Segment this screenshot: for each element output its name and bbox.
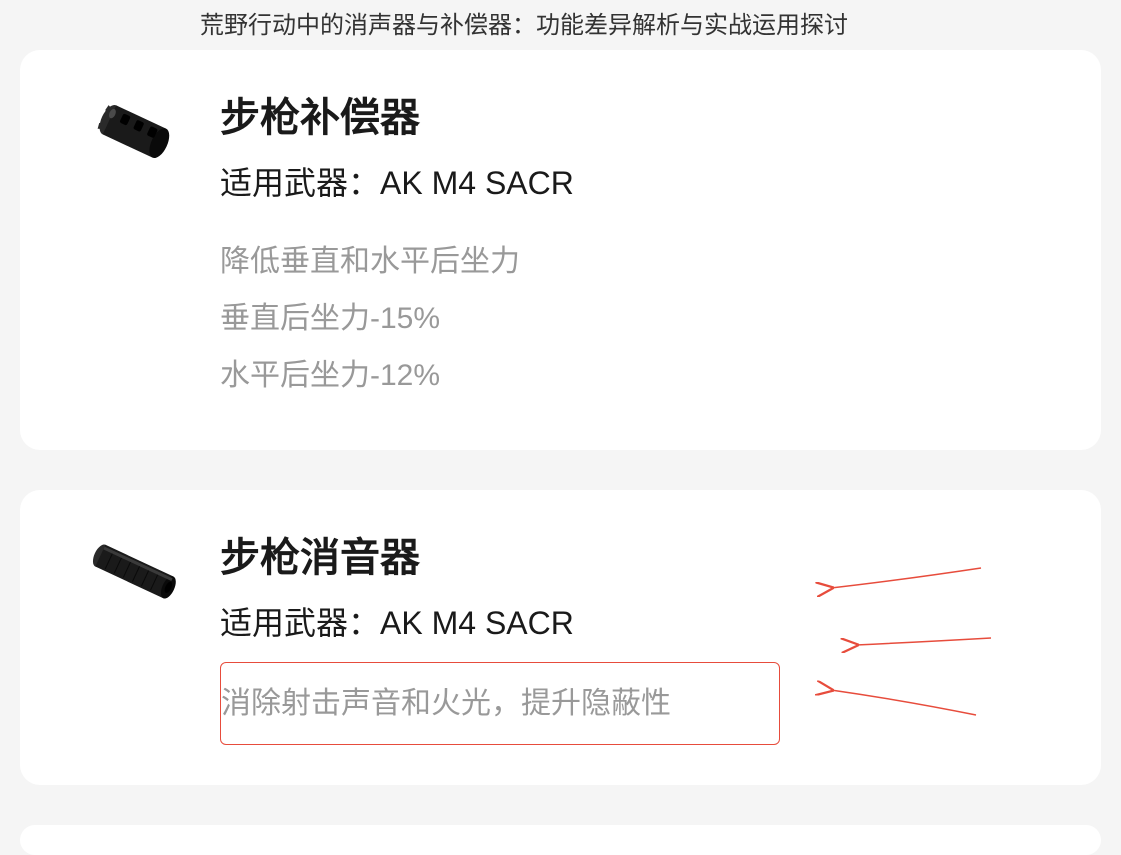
- card-compensator: 步枪补偿器 适用武器：AK M4 SACR 降低垂直和水平后坐力 垂直后坐力-1…: [20, 50, 1101, 450]
- card-suppressor: 步枪消音器 适用武器：AK M4 SACR 消除射击声音和火光，提升隐蔽性: [20, 490, 1101, 785]
- description-text: 消除射击声音和火光，提升隐蔽性: [221, 681, 769, 726]
- item-title: 步枪补偿器: [220, 85, 1061, 143]
- stat-line: 降低垂直和水平后坐力: [220, 239, 1061, 284]
- weapon-line: 适用武器：AK M4 SACR: [220, 158, 1061, 204]
- compensator-icon: [60, 85, 200, 175]
- suppressor-icon: [60, 525, 200, 615]
- annotation-arrows: [801, 550, 1021, 750]
- highlight-box: 消除射击声音和火光，提升隐蔽性: [220, 662, 780, 745]
- stat-line: 水平后坐力-12%: [220, 353, 1061, 398]
- weapon-label: 适用武器：: [220, 165, 380, 201]
- weapon-label: 适用武器：: [220, 605, 380, 641]
- stat-line: 垂直后坐力-15%: [220, 296, 1061, 341]
- card-content: 步枪补偿器 适用武器：AK M4 SACR 降低垂直和水平后坐力 垂直后坐力-1…: [200, 85, 1061, 410]
- weapon-value: AK M4 SACR: [380, 605, 574, 641]
- page-title: 荒野行动中的消声器与补偿器：功能差异解析与实战运用探讨: [20, 0, 1101, 50]
- weapon-value: AK M4 SACR: [380, 165, 574, 201]
- card-next-peek: [20, 825, 1101, 855]
